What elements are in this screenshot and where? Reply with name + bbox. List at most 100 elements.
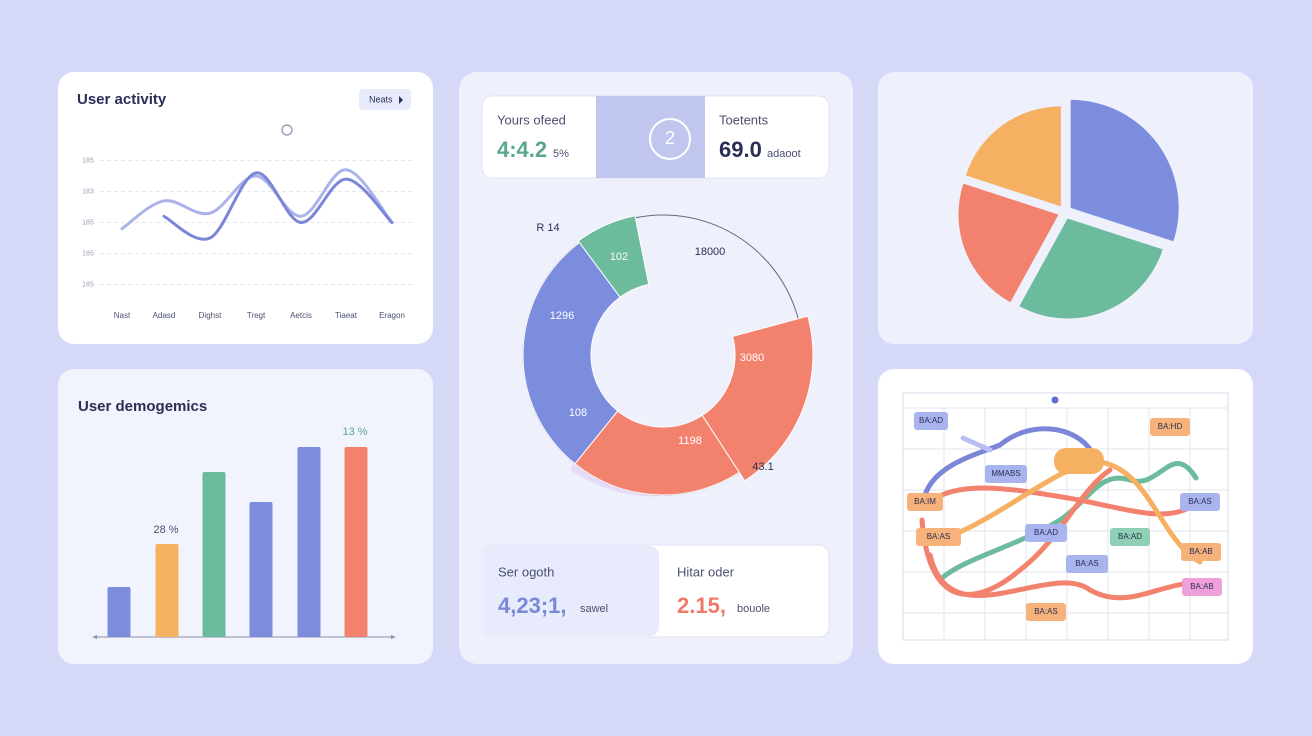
flow-tag-label: BA:IM bbox=[914, 497, 936, 506]
flow-tag bbox=[1180, 493, 1220, 511]
stat-value: 4:4.2 bbox=[497, 137, 547, 162]
flow-tag-label: BA:AD bbox=[1034, 528, 1058, 537]
flow-tag-label: BA:AS bbox=[1034, 607, 1058, 616]
flow-tag bbox=[1110, 528, 1150, 546]
axis-arrow bbox=[92, 635, 97, 639]
badge: 2 bbox=[665, 128, 675, 148]
flow-dot bbox=[1051, 396, 1059, 404]
flow-tag bbox=[1182, 578, 1222, 596]
stat-unit: bouole bbox=[737, 603, 770, 615]
flow-tag-label: BA:AS bbox=[927, 532, 951, 541]
flow-tag bbox=[985, 465, 1027, 483]
segment-label: 102 bbox=[610, 251, 628, 263]
flow-tags: BA:AD BA:HD MMABS BA:IM BA:AS BA:AS BA:AD BA:AD… bbox=[907, 412, 1222, 621]
stat-bg bbox=[483, 546, 659, 636]
flow-tag-label: BA:HD bbox=[1158, 422, 1183, 431]
flow-tag-label: BA:AB bbox=[1189, 547, 1213, 556]
flow-blob bbox=[1054, 448, 1104, 474]
card bbox=[459, 72, 853, 664]
flow-tag-label: BA:AB bbox=[1190, 582, 1214, 591]
y-tick-label: 185 bbox=[82, 219, 94, 226]
flow-tag-label: BA:AS bbox=[1075, 559, 1099, 568]
stat-label: Yours ofeed bbox=[497, 112, 566, 127]
x-tick-label: Tregt bbox=[247, 311, 266, 320]
bar bbox=[249, 502, 273, 637]
flow-tag bbox=[1025, 524, 1067, 542]
pie-slice bbox=[1019, 218, 1163, 319]
pie-slice bbox=[1070, 99, 1179, 242]
y-tick-label: 185 bbox=[82, 281, 94, 288]
bar bbox=[155, 544, 179, 637]
stat-unit: 5% bbox=[553, 148, 569, 160]
bar bbox=[202, 472, 226, 637]
line-series bbox=[120, 168, 394, 231]
flow-tag bbox=[907, 493, 943, 511]
annotation: 18000 bbox=[695, 246, 726, 258]
line-series bbox=[162, 171, 394, 241]
card bbox=[878, 72, 1253, 344]
y-tick-label: 185 bbox=[82, 250, 94, 257]
stat-value: 2.15, bbox=[677, 593, 726, 618]
annotation: 28 % bbox=[153, 524, 178, 536]
donut-segment bbox=[574, 410, 740, 496]
stat-unit: sawel bbox=[580, 603, 608, 615]
flow-tag bbox=[1181, 543, 1221, 561]
card-title: User demogemics bbox=[78, 398, 207, 415]
badge-ring bbox=[649, 118, 691, 160]
segment-label: 3080 bbox=[740, 352, 764, 364]
x-tick-label: Tiaeat bbox=[335, 311, 358, 320]
button-label[interactable]: Neats bbox=[369, 94, 393, 104]
flow-tag bbox=[916, 528, 961, 546]
stat-value: 69.0 bbox=[719, 137, 762, 162]
x-tick-label: Adasd bbox=[153, 311, 176, 320]
flow-frame bbox=[902, 392, 1229, 641]
flow-tag-label: BA:AD bbox=[919, 416, 943, 425]
bar bbox=[297, 447, 321, 637]
annotation: 13 % bbox=[342, 426, 367, 438]
flow-tag-label: BA:AD bbox=[1118, 532, 1142, 541]
flow-tag bbox=[1150, 418, 1190, 436]
stat-value: 4,23;1, bbox=[498, 593, 567, 618]
flow-curves bbox=[919, 426, 1213, 601]
stat-unit: adaoot bbox=[767, 148, 801, 160]
donut-segment bbox=[701, 315, 814, 482]
card-title: User activity bbox=[77, 91, 167, 108]
pie-slice bbox=[965, 106, 1061, 207]
segment-label: 1296 bbox=[550, 310, 574, 322]
y-tick-label: 185 bbox=[82, 157, 94, 164]
bar bbox=[107, 587, 131, 637]
card bbox=[58, 72, 433, 344]
axis-arrow bbox=[391, 635, 396, 639]
card bbox=[58, 369, 433, 664]
annotation: R 14 bbox=[536, 222, 559, 234]
stat-label: Toetents bbox=[719, 112, 769, 127]
flow-tag-label: MMABS bbox=[991, 469, 1020, 478]
flow-tag bbox=[914, 412, 948, 430]
donut-segment bbox=[577, 215, 650, 298]
flow-curve bbox=[939, 461, 1199, 581]
bar bbox=[344, 447, 368, 637]
stat-label: Hitar oder bbox=[677, 564, 735, 579]
flow-curve bbox=[919, 467, 1113, 597]
flow-tag-label: BA:AS bbox=[1188, 497, 1212, 506]
annotation: 108 bbox=[569, 407, 587, 419]
flow-tag bbox=[1026, 603, 1066, 621]
x-tick-label: Dighst bbox=[199, 311, 222, 320]
flow-arrow bbox=[960, 435, 993, 453]
x-tick-label: Nast bbox=[114, 311, 131, 320]
annotation: 43.1 bbox=[752, 461, 773, 473]
marker bbox=[281, 124, 293, 136]
segment-label: 1198 bbox=[678, 435, 702, 447]
x-tick-label: Eragon bbox=[379, 311, 405, 320]
pie-slice bbox=[958, 183, 1059, 303]
donut-segment bbox=[522, 241, 621, 465]
y-tick-label: 183 bbox=[82, 188, 94, 195]
flow-curve bbox=[922, 426, 1095, 498]
x-tick-label: Aetcis bbox=[290, 311, 312, 320]
button-arrow[interactable] bbox=[399, 96, 403, 104]
stat-label: Ser ogoth bbox=[498, 564, 554, 579]
button[interactable] bbox=[359, 89, 411, 110]
